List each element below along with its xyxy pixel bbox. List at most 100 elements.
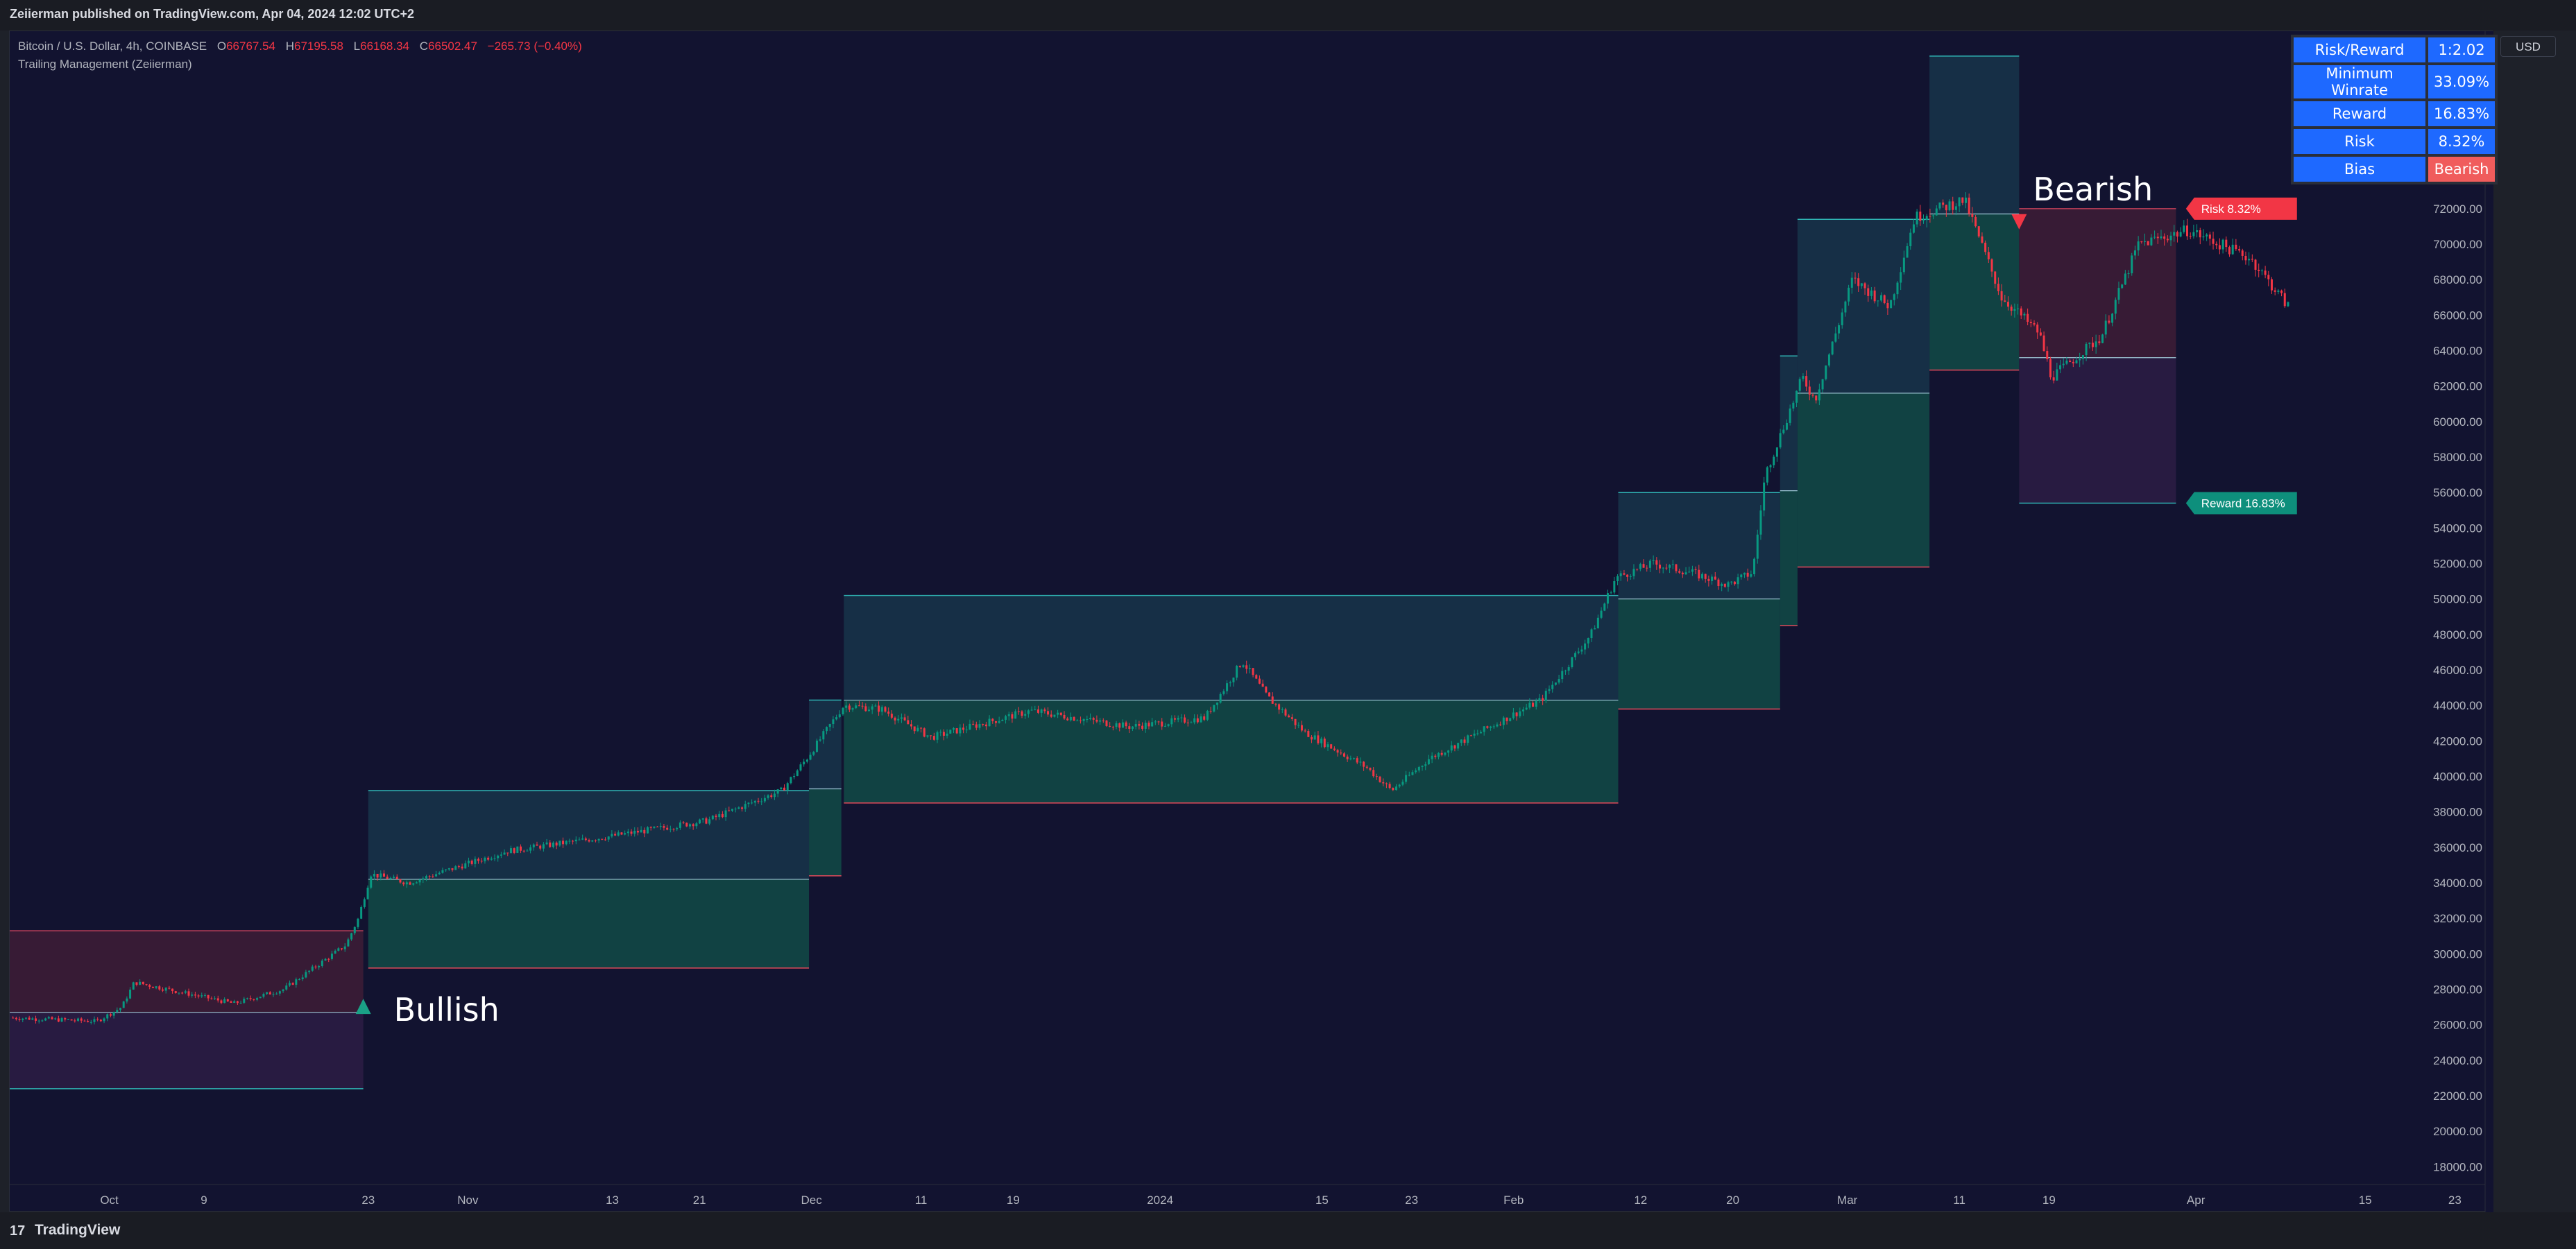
candle-body (584, 838, 587, 841)
candle-body (1544, 691, 1547, 701)
candle-body (1342, 753, 1345, 757)
candle-body (611, 834, 613, 837)
candle-body (640, 829, 642, 833)
candle-body (103, 1018, 105, 1022)
candle-body (2098, 341, 2101, 343)
candle-body (930, 735, 932, 737)
reward-value: 16.83% (2428, 101, 2496, 126)
y-tick-label: 50000.00 (2433, 593, 2482, 606)
candle-body (112, 1012, 115, 1016)
candle-body (890, 714, 893, 718)
candle-body (129, 989, 132, 999)
indicator-name[interactable]: Trailing Management (Zeiierman) (18, 58, 192, 71)
candle-body (1167, 724, 1170, 726)
candle-body (1336, 750, 1339, 753)
candle-body (178, 992, 180, 994)
candle-body (832, 719, 835, 725)
candle-body (588, 840, 590, 842)
candle-body (1825, 365, 1827, 379)
candle-body (900, 717, 903, 719)
candle-body (191, 994, 194, 996)
candle-body (699, 819, 701, 824)
candle-body (422, 878, 425, 880)
candle-body (207, 994, 210, 999)
candle-body (1818, 389, 1820, 401)
candle-body (1648, 560, 1651, 568)
candle-body (447, 868, 450, 870)
candle-body (184, 991, 187, 993)
y-tick-label: 66000.00 (2433, 309, 2482, 322)
candle-body (647, 827, 649, 834)
x-tick-label: Mar (1837, 1194, 1858, 1207)
candle-body (936, 732, 939, 740)
candle-body (343, 946, 346, 949)
risk-reward-value: 1:2.02 (2428, 37, 2496, 62)
candle-body (932, 736, 935, 740)
y-tick-label: 58000.00 (2433, 451, 2482, 464)
y-tick-label: 38000.00 (2433, 806, 2482, 819)
candle-body (1007, 714, 1010, 716)
candle-body (861, 705, 864, 707)
candle-body (93, 1019, 96, 1022)
candle-body (126, 998, 128, 1002)
table-row: Minimum Winrate 33.09% (2294, 65, 2496, 98)
candle-body (435, 874, 438, 877)
candle-body (753, 800, 756, 803)
candle-body (2059, 365, 2062, 370)
candle-body (1990, 259, 1993, 272)
candle-body (405, 882, 408, 885)
candle-body (1854, 277, 1857, 279)
candle-body (12, 1017, 15, 1019)
currency-selector[interactable]: USD (2500, 36, 2556, 57)
candle-body (1890, 300, 1893, 309)
candle-body (2208, 234, 2211, 239)
candle-body (565, 841, 568, 845)
candle-body (1473, 733, 1476, 736)
candle-body (246, 998, 248, 999)
candle-body (1258, 678, 1261, 684)
candle-body (848, 705, 851, 710)
candle-body (1698, 569, 1700, 579)
table-row: Risk 8.32% (2294, 129, 2496, 154)
candle-body (1684, 572, 1687, 575)
candle-body (1655, 560, 1658, 565)
candle-body (1375, 776, 1378, 777)
y-tick-label: 62000.00 (2433, 380, 2482, 393)
brand-name[interactable]: TradingView (35, 1222, 121, 1238)
candle-body (1958, 197, 1961, 207)
candle-body (1704, 574, 1707, 579)
candle-body (268, 992, 271, 995)
candle-body (1964, 197, 1967, 203)
candle-body (353, 927, 356, 933)
candle-body (1369, 768, 1372, 770)
candle-body (1014, 711, 1017, 719)
candle-body (87, 1021, 89, 1022)
y-tick-label: 18000.00 (2433, 1160, 2482, 1173)
candle-body (1034, 709, 1037, 710)
y-tick-label: 54000.00 (2433, 522, 2482, 535)
candle-body (1447, 750, 1450, 753)
candle-body (1977, 226, 1980, 236)
candle-body (842, 707, 844, 715)
candle-body (1971, 214, 1974, 217)
candle-body (633, 830, 636, 834)
candle-body (1646, 567, 1648, 569)
indicator-row[interactable]: Trailing Management (Zeiierman) (18, 55, 582, 74)
candle-body (1886, 302, 1889, 309)
candle-body (1766, 467, 1768, 483)
candle-body (2144, 241, 2147, 242)
candle-body (1138, 724, 1141, 726)
y-tick-label: 46000.00 (2433, 664, 2482, 677)
candle-body (884, 707, 887, 712)
x-tick-label: 12 (1634, 1194, 1647, 1207)
candle-body (1437, 752, 1440, 757)
tradingview-logo-icon[interactable]: 17 (10, 1223, 26, 1239)
candle-body (969, 723, 971, 730)
candle-body (334, 950, 336, 954)
candle-body (1232, 678, 1235, 682)
candle-body (1594, 628, 1596, 630)
x-tick-label: 21 (693, 1194, 706, 1207)
candle-body (1047, 711, 1050, 715)
